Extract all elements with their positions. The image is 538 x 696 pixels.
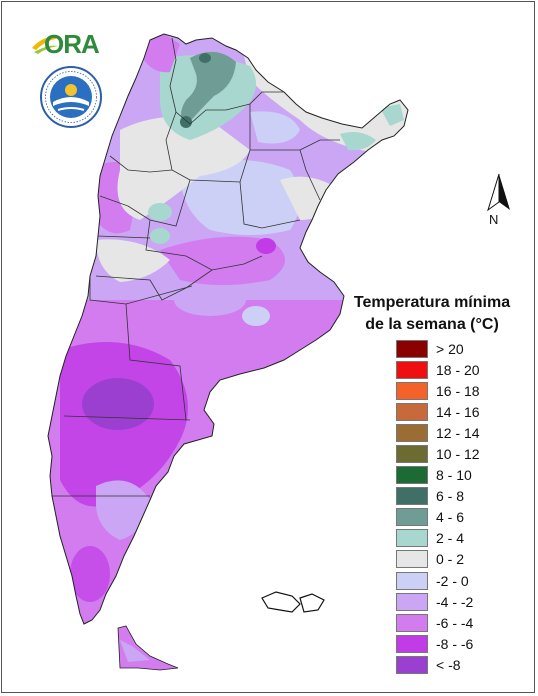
- legend-range-label: -4 - -2: [436, 593, 474, 610]
- legend-range-label: 18 - 20: [436, 361, 480, 378]
- legend-range-label: 0 - 2: [436, 551, 465, 568]
- legend-swatch: [396, 487, 428, 506]
- legend-title-line1: Temperatura mínima: [353, 294, 511, 311]
- legend-range-label: 8 - 10: [436, 467, 472, 484]
- legend-item: > 20: [396, 338, 480, 359]
- legend-title: Temperatura mínima de la semana (°C): [340, 292, 524, 336]
- legend-swatch: [396, 381, 428, 400]
- smn-seal-icon: [40, 66, 102, 128]
- legend-swatch: [396, 466, 428, 485]
- temperature-legend: > 20 18 - 20 16 - 18 14 - 16 12 - 14 10 …: [396, 338, 480, 676]
- legend-range-label: < -8: [436, 656, 461, 673]
- legend-range-label: 2 - 4: [436, 530, 465, 547]
- legend-item: -2 - 0: [396, 570, 480, 591]
- legend-item: 8 - 10: [396, 465, 480, 486]
- legend-swatch: [396, 508, 428, 527]
- legend-item: -4 - -2: [396, 591, 480, 612]
- legend-item: -6 - -4: [396, 612, 480, 633]
- north-label: N: [489, 212, 499, 227]
- north-arrow: [484, 172, 514, 232]
- legend-range-label: 12 - 14: [436, 424, 480, 441]
- legend-range-label: 16 - 18: [436, 382, 480, 399]
- legend-range-label: 4 - 6: [436, 509, 465, 526]
- ora-leaf-icon: [32, 37, 60, 54]
- legend-swatch: [396, 402, 428, 421]
- legend-item: 6 - 8: [396, 486, 480, 507]
- legend-swatch: [396, 634, 428, 653]
- legend-swatch: [396, 571, 428, 590]
- legend-item: 0 - 2: [396, 549, 480, 570]
- legend-item: 2 - 4: [396, 528, 480, 549]
- legend-item: -8 - -6: [396, 633, 480, 654]
- legend-title-line2: de la semana (°C): [365, 316, 499, 333]
- legend-swatch: [396, 529, 428, 548]
- legend-range-label: 10 - 12: [436, 446, 480, 463]
- legend-range-label: 14 - 16: [436, 403, 480, 420]
- legend-range-label: -8 - -6: [436, 635, 474, 652]
- legend-range-label: -6 - -4: [436, 614, 474, 631]
- legend-swatch: [396, 613, 428, 632]
- legend-swatch: [396, 445, 428, 464]
- legend-swatch: [396, 360, 428, 379]
- legend-swatch: [396, 423, 428, 442]
- legend-swatch: [396, 592, 428, 611]
- legend-item: 16 - 18: [396, 380, 480, 401]
- legend-range-label: 6 - 8: [436, 488, 465, 505]
- legend-range-label: -2 - 0: [436, 572, 469, 589]
- legend-item: 18 - 20: [396, 359, 480, 380]
- legend-item: < -8: [396, 654, 480, 675]
- ora-logo: ORA: [30, 26, 110, 60]
- smn-seal: [40, 66, 102, 128]
- legend-swatch: [396, 550, 428, 569]
- legend-item: 10 - 12: [396, 443, 480, 464]
- legend-swatch: [396, 655, 428, 674]
- ora-logo-text: ORA: [44, 29, 100, 59]
- legend-item: 4 - 6: [396, 507, 480, 528]
- north-arrow-icon: [487, 173, 510, 212]
- legend-item: 14 - 16: [396, 401, 480, 422]
- legend-swatch: [396, 339, 428, 358]
- legend-item: 12 - 14: [396, 422, 480, 443]
- legend-range-label: > 20: [436, 340, 464, 357]
